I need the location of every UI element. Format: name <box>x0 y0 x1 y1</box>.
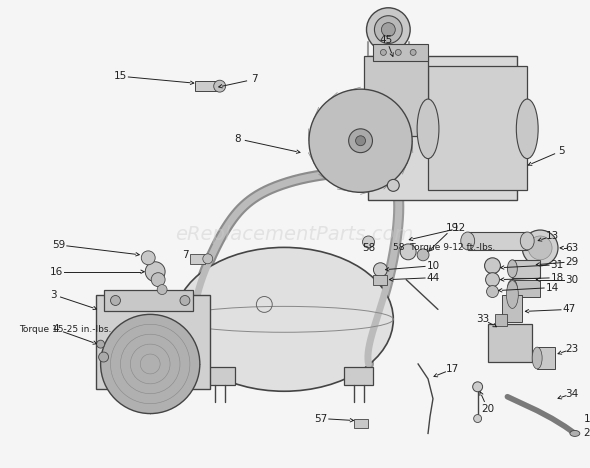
Circle shape <box>400 244 416 260</box>
Bar <box>373 275 388 285</box>
Bar <box>503 294 522 322</box>
Text: eReplacementParts.com: eReplacementParts.com <box>175 226 413 244</box>
Bar <box>487 324 532 362</box>
Circle shape <box>141 251 155 265</box>
Circle shape <box>522 230 558 266</box>
Text: 12: 12 <box>453 223 467 233</box>
Text: 10: 10 <box>427 261 440 271</box>
Circle shape <box>528 236 552 260</box>
Bar <box>537 347 555 369</box>
Circle shape <box>388 179 399 191</box>
Ellipse shape <box>507 260 517 278</box>
Text: Torque 15-25 in.-lbs.: Torque 15-25 in.-lbs. <box>19 325 112 334</box>
Text: 5: 5 <box>559 146 565 156</box>
Bar <box>363 57 428 136</box>
Text: 63: 63 <box>565 243 579 253</box>
Text: 33: 33 <box>476 314 489 324</box>
Circle shape <box>349 129 372 153</box>
Text: 44: 44 <box>427 273 440 283</box>
Circle shape <box>381 22 395 37</box>
Text: 45: 45 <box>380 35 393 44</box>
Ellipse shape <box>516 99 538 159</box>
Circle shape <box>151 273 165 286</box>
Text: 30: 30 <box>565 275 578 285</box>
Circle shape <box>474 415 481 423</box>
Ellipse shape <box>175 248 394 391</box>
Text: 15: 15 <box>114 71 127 81</box>
Text: 47: 47 <box>562 304 575 314</box>
Circle shape <box>362 236 375 248</box>
Text: 23: 23 <box>565 344 579 354</box>
Text: 59: 59 <box>53 240 65 250</box>
Circle shape <box>309 89 412 192</box>
Text: 20: 20 <box>481 403 494 414</box>
Bar <box>104 290 193 311</box>
Ellipse shape <box>570 431 580 436</box>
Circle shape <box>366 8 410 51</box>
Text: 7: 7 <box>182 250 188 260</box>
Circle shape <box>180 295 190 306</box>
Circle shape <box>487 285 499 298</box>
Circle shape <box>486 273 500 286</box>
Bar <box>373 44 428 61</box>
Circle shape <box>417 249 429 261</box>
Circle shape <box>214 80 225 92</box>
Circle shape <box>381 50 386 55</box>
Text: 18: 18 <box>550 273 563 283</box>
Bar <box>353 418 368 429</box>
Text: 13: 13 <box>545 231 559 241</box>
Text: 57: 57 <box>314 414 327 424</box>
Circle shape <box>99 352 109 362</box>
Bar <box>512 280 540 298</box>
Text: 19: 19 <box>446 223 460 233</box>
Circle shape <box>373 263 388 277</box>
Ellipse shape <box>520 232 534 250</box>
Text: 16: 16 <box>50 267 63 277</box>
Text: 2: 2 <box>584 428 590 439</box>
Text: 8: 8 <box>234 134 241 144</box>
Text: 7: 7 <box>251 74 258 84</box>
Ellipse shape <box>506 281 518 308</box>
Text: 58  Torque 9-12 ft.-lbs.: 58 Torque 9-12 ft.-lbs. <box>394 243 496 252</box>
Circle shape <box>375 16 402 44</box>
Bar <box>96 294 210 389</box>
Text: 14: 14 <box>545 283 559 292</box>
Text: 3: 3 <box>50 290 56 300</box>
Bar <box>496 314 507 326</box>
Circle shape <box>410 50 416 55</box>
Text: 17: 17 <box>446 364 460 374</box>
Circle shape <box>473 382 483 392</box>
Circle shape <box>395 50 401 55</box>
Text: 4: 4 <box>53 324 59 334</box>
Bar <box>344 367 373 385</box>
Bar <box>512 260 540 278</box>
Circle shape <box>97 340 104 348</box>
Text: 29: 29 <box>565 257 579 267</box>
Bar <box>190 254 205 264</box>
Circle shape <box>484 258 500 274</box>
Circle shape <box>157 285 167 294</box>
Text: 34: 34 <box>565 389 579 399</box>
Circle shape <box>203 254 213 264</box>
Bar <box>428 66 527 190</box>
Bar <box>205 367 235 385</box>
Circle shape <box>356 136 366 146</box>
Ellipse shape <box>461 232 475 250</box>
Circle shape <box>145 262 165 282</box>
Ellipse shape <box>532 347 542 369</box>
Text: 1: 1 <box>584 414 590 424</box>
Text: 31: 31 <box>550 260 563 270</box>
Ellipse shape <box>507 280 517 298</box>
Circle shape <box>101 314 200 414</box>
Bar <box>195 81 217 91</box>
Ellipse shape <box>417 99 439 159</box>
Bar <box>468 232 527 250</box>
Text: 58: 58 <box>362 243 375 253</box>
Circle shape <box>110 295 120 306</box>
Bar <box>369 57 517 200</box>
